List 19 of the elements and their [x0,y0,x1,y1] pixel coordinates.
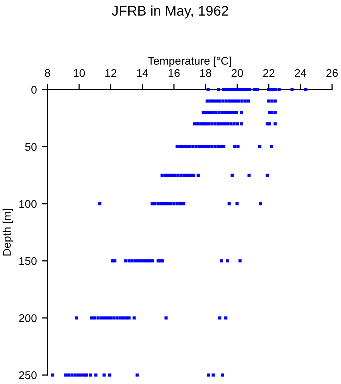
y-tick-label: 0 [32,86,37,94]
x-tick-label: 24 [295,69,307,78]
x-tick-label: 16 [168,69,180,78]
chart-title: JFRB in May, 1962 [112,6,228,19]
y-tick-label: 150 [20,257,37,266]
x-tick-label: 18 [200,69,212,78]
y-tick-label: 200 [19,314,37,322]
x-tick-label: 20 [232,69,244,78]
x-tick-label: 22 [263,69,275,78]
y-tick-label: 50 [25,143,37,152]
y-tick-label: 250 [19,372,37,380]
x-tick-label: 8 [45,69,50,78]
x-tick-label: 26 [326,69,338,78]
x-tick-label: 14 [137,69,148,78]
x-tick-label: 12 [106,69,117,78]
x-tick-label: 10 [74,69,86,78]
y-tick-label: 100 [20,200,37,208]
x-axis-title: Temperature [°C] [148,56,232,68]
y-axis-title: Depth [m] [2,209,14,256]
